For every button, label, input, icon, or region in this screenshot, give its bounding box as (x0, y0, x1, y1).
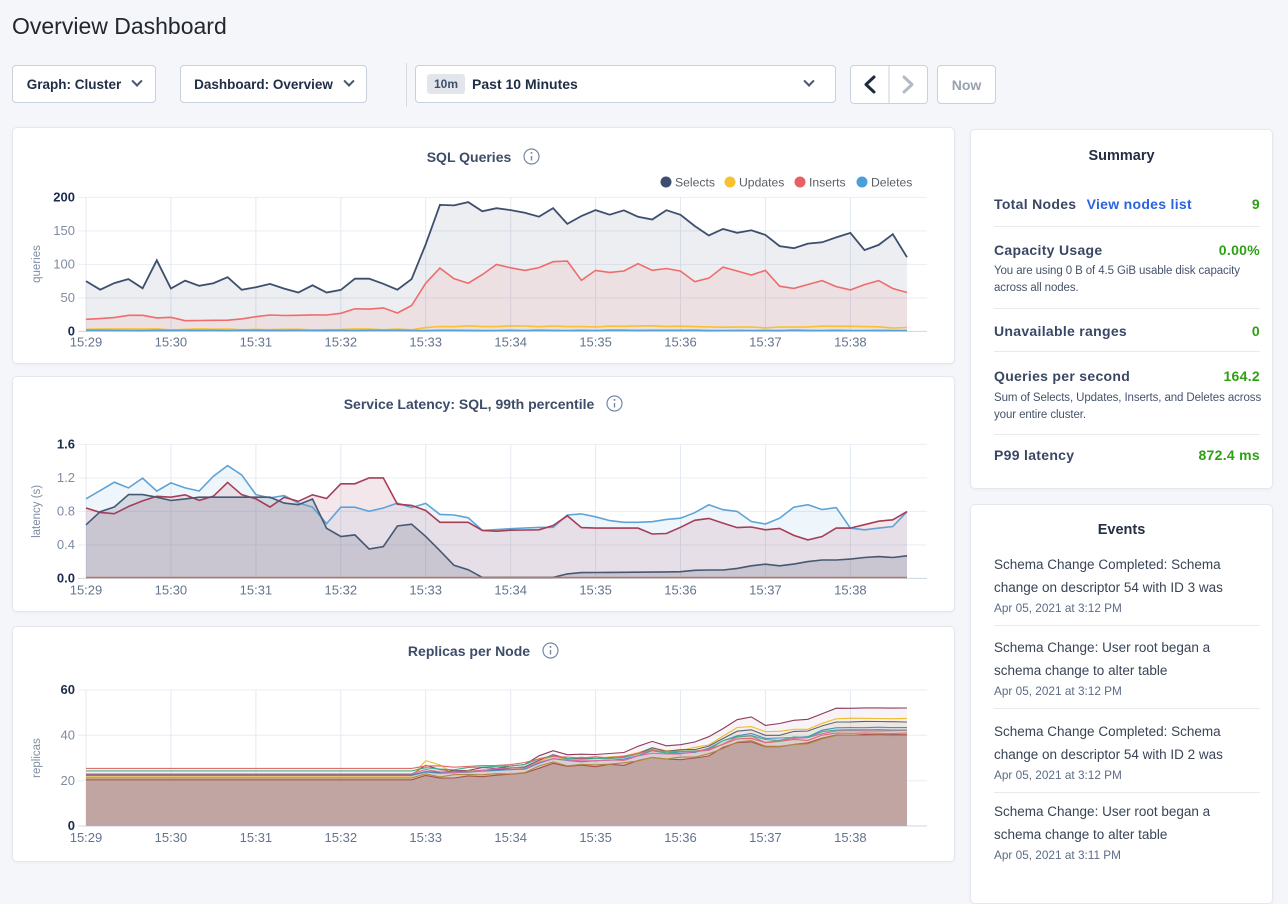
svg-text:0.0: 0.0 (57, 571, 75, 586)
svg-text:15:33: 15:33 (409, 334, 442, 349)
svg-text:15:32: 15:32 (325, 334, 358, 349)
svg-text:15:29: 15:29 (70, 830, 103, 845)
svg-text:40: 40 (61, 728, 75, 743)
svg-text:15:37: 15:37 (749, 334, 782, 349)
svg-text:100: 100 (53, 257, 75, 272)
svg-text:Deletes: Deletes (871, 176, 912, 190)
svg-text:15:30: 15:30 (155, 334, 188, 349)
svg-text:60: 60 (61, 682, 75, 697)
svg-text:15:29: 15:29 (70, 334, 103, 349)
svg-text:15:31: 15:31 (240, 830, 273, 845)
svg-text:Selects: Selects (675, 176, 715, 190)
svg-text:replicas: replicas (31, 738, 43, 778)
svg-text:1.2: 1.2 (57, 470, 75, 485)
svg-text:15:31: 15:31 (240, 582, 273, 597)
svg-text:15:36: 15:36 (664, 830, 697, 845)
svg-text:15:30: 15:30 (155, 830, 188, 845)
svg-text:200: 200 (53, 190, 75, 205)
svg-text:15:35: 15:35 (579, 830, 612, 845)
svg-text:15:34: 15:34 (494, 334, 527, 349)
svg-text:15:33: 15:33 (409, 582, 442, 597)
svg-text:15:38: 15:38 (834, 582, 867, 597)
svg-text:0: 0 (68, 818, 75, 833)
svg-text:0.8: 0.8 (57, 504, 75, 519)
svg-text:queries: queries (31, 245, 43, 283)
svg-text:15:33: 15:33 (409, 830, 442, 845)
svg-text:15:29: 15:29 (70, 582, 103, 597)
svg-text:15:32: 15:32 (325, 830, 358, 845)
svg-text:15:35: 15:35 (579, 334, 612, 349)
svg-text:15:37: 15:37 (749, 830, 782, 845)
svg-text:15:38: 15:38 (834, 334, 867, 349)
svg-text:latency (s): latency (s) (31, 485, 43, 538)
svg-text:15:36: 15:36 (664, 582, 697, 597)
svg-text:0: 0 (68, 324, 75, 339)
svg-text:Inserts: Inserts (809, 176, 846, 190)
svg-text:15:38: 15:38 (834, 830, 867, 845)
svg-text:20: 20 (61, 773, 75, 788)
svg-text:15:31: 15:31 (240, 334, 273, 349)
svg-text:150: 150 (53, 223, 75, 238)
svg-text:15:30: 15:30 (155, 582, 188, 597)
svg-text:50: 50 (61, 290, 75, 305)
svg-text:Updates: Updates (739, 176, 784, 190)
svg-text:15:37: 15:37 (749, 582, 782, 597)
svg-text:1.6: 1.6 (57, 437, 75, 452)
svg-text:15:32: 15:32 (325, 582, 358, 597)
svg-text:15:36: 15:36 (664, 334, 697, 349)
svg-text:15:34: 15:34 (494, 582, 527, 597)
svg-text:15:34: 15:34 (494, 830, 527, 845)
svg-text:15:35: 15:35 (579, 582, 612, 597)
svg-text:0.4: 0.4 (57, 537, 75, 552)
